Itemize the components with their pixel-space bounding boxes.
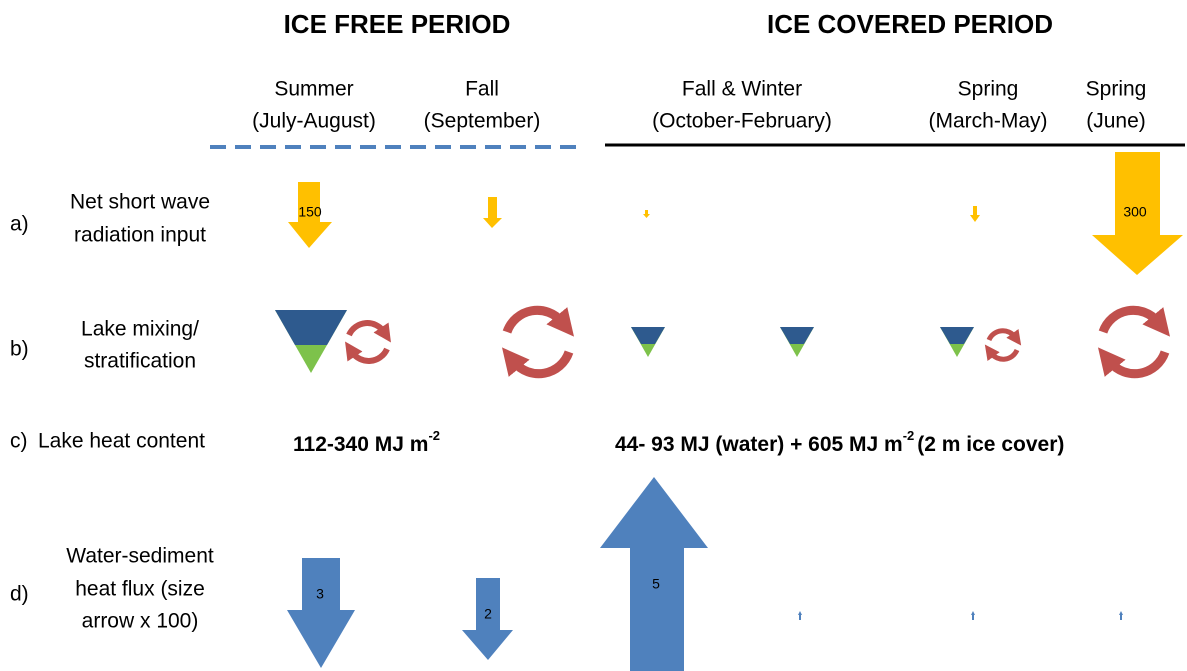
flux-arrow [287,558,355,668]
row-label: radiation input [74,224,206,247]
radiation-arrow [1092,152,1183,275]
period-header: ICE COVERED PERIOD [767,9,1053,39]
row-label: arrow x 100) [82,610,199,633]
season: Fall & Winter [682,78,802,101]
flux-arrow [600,477,708,671]
arrow-label: 3 [316,586,324,602]
arrow-label: 150 [298,204,322,220]
mixing-arrow [345,341,390,364]
heat-text: 112-340 MJ m [293,433,428,456]
flux-arrow [798,611,802,620]
heat-sup: -2 [903,428,915,443]
row-label: Water-sediment [66,545,214,568]
mixing-arrow [984,344,1020,362]
row-letter: b) [10,338,29,361]
months: (March-May) [929,110,1048,133]
mixing-arrow [502,305,575,337]
flux-arrow [462,578,513,660]
radiation-arrow [483,197,502,228]
flux-arrow [971,611,975,620]
heat-text: 44- 93 MJ (water) + 605 MJ m [615,433,903,456]
months: (October-February) [652,110,832,133]
season: Spring [1086,78,1147,101]
mixing-arrow [986,328,1022,346]
mixing-arrow [501,347,574,379]
heat-content: 112-340 MJ m-2 [293,428,440,455]
months: (July-August) [252,110,376,133]
flux-arrow [1119,611,1123,620]
months: (June) [1086,110,1146,133]
arrow-label: 2 [484,606,492,622]
row-letter: c) [10,430,28,453]
season: Fall [465,78,499,101]
mixing-arrow [1098,305,1171,337]
row-label: Lake mixing/ [81,318,199,341]
mixing-arrow [1097,347,1170,379]
arrow-label: 5 [652,576,660,592]
heat-content: 44- 93 MJ (water) + 605 MJ m-2 (2 m ice c… [615,428,1064,455]
season: Spring [958,78,1019,101]
row-label: Lake heat content [38,430,205,453]
mixing-arrow [346,320,391,343]
row-letter: a) [10,213,29,236]
radiation-arrow [288,182,332,248]
stratification-triangle [780,327,814,344]
radiation-arrow [643,210,650,218]
season: Summer [274,78,353,101]
radiation-arrow [970,206,980,222]
stratification-triangle [631,327,665,344]
row-letter: d) [10,583,29,606]
months: (September) [424,110,541,133]
heat-sup: -2 [428,428,440,443]
stratification-triangle [275,310,347,345]
row-label: stratification [84,350,196,373]
row-label: Net short wave [70,191,210,214]
row-label: heat flux (size [75,578,205,601]
heat-tail: (2 m ice cover) [917,433,1064,456]
period-header: ICE FREE PERIOD [284,9,511,39]
arrow-label: 300 [1123,204,1147,220]
stratification-triangle [940,327,974,344]
